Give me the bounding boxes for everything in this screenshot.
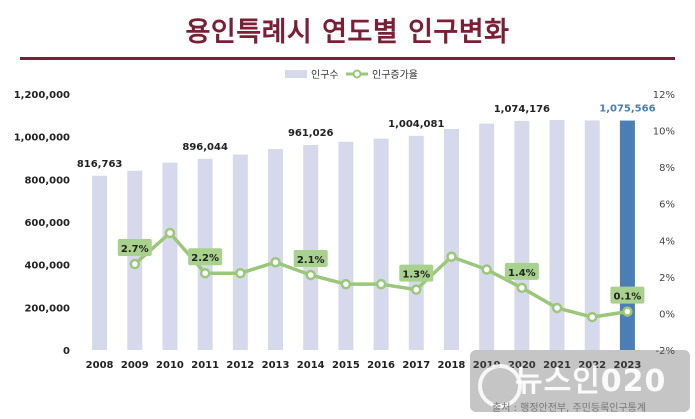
x-axis-tick-label: 2013 xyxy=(262,360,290,371)
rate-label: 2.7% xyxy=(121,244,149,255)
x-axis-tick-label: 2020 xyxy=(508,360,536,371)
legend-bar-swatch xyxy=(285,70,307,78)
line-point xyxy=(270,256,281,268)
line-point xyxy=(411,284,422,295)
line-point xyxy=(305,269,316,281)
x-axis-tick-label: 2015 xyxy=(332,360,360,371)
bar-value-label: 961,026 xyxy=(288,128,334,139)
bar xyxy=(92,175,108,350)
left-axis-tick-label: 600,000 xyxy=(24,218,70,229)
source-note: 출처 : 행정안전부, 주민등록인구통계 xyxy=(492,403,647,414)
title-underline xyxy=(20,57,675,60)
x-axis-tick-label: 2012 xyxy=(226,360,254,371)
x-axis-tick-label: 2022 xyxy=(578,360,606,371)
x-axis-tick-label: 2019 xyxy=(473,360,501,371)
bar xyxy=(268,149,284,350)
rate-label: 1.4% xyxy=(508,268,536,279)
rate-label-box xyxy=(610,286,645,304)
right-axis-tick-label: 8% xyxy=(659,163,675,174)
x-axis-tick-label: 2018 xyxy=(438,360,466,371)
bar xyxy=(373,138,389,350)
left-axis-tick-label: 0 xyxy=(63,346,70,357)
watermark-logo-text: 뉴스인020 xyxy=(515,364,667,399)
legend-line-label: 인구증가율 xyxy=(372,69,418,81)
legend-bar-label: 인구수 xyxy=(311,69,339,81)
left-axis-tick-label: 800,000 xyxy=(24,175,70,186)
rate-label-box xyxy=(293,250,328,268)
line-point xyxy=(586,311,598,323)
line-point xyxy=(375,278,387,290)
right-axis-tick-label: 4% xyxy=(659,236,675,247)
line-point xyxy=(446,251,457,262)
chart-title-wrap: 용인특례시 연도별 인구변화 xyxy=(0,10,695,52)
bar xyxy=(303,144,319,350)
rate-label: 1.3% xyxy=(402,270,430,281)
left-axis-tick-label: 200,000 xyxy=(24,303,70,314)
line-point xyxy=(235,267,246,279)
bar xyxy=(338,141,354,350)
line-point xyxy=(551,302,563,314)
left-axis-tick-label: 400,000 xyxy=(24,261,70,272)
bar xyxy=(549,120,565,350)
line-point xyxy=(516,282,528,294)
bar xyxy=(443,128,459,350)
bar-value-label: 1,074,176 xyxy=(494,104,550,115)
left-axis-tick-label: 1,200,000 xyxy=(14,90,70,101)
right-axis-tick-label: 10% xyxy=(653,127,675,138)
bar xyxy=(584,120,600,350)
bar xyxy=(408,135,424,350)
left-axis-tick-label: 1,000,000 xyxy=(14,133,70,144)
right-axis-tick-label: 12% xyxy=(653,90,675,101)
right-axis-tick-label: -2% xyxy=(656,346,675,357)
line-point xyxy=(164,227,176,239)
x-axis-tick-label: 2014 xyxy=(297,360,325,371)
line-point xyxy=(481,264,492,275)
rate-label-box xyxy=(399,264,434,282)
rate-label-box xyxy=(188,248,223,266)
x-axis-tick-label: 2010 xyxy=(156,360,184,371)
line-point xyxy=(129,258,141,270)
x-axis-tick-label: 2011 xyxy=(191,360,219,371)
line-point xyxy=(199,267,211,279)
bar-value-label: 1,075,566 xyxy=(599,104,655,115)
line-point xyxy=(622,306,633,317)
legend-line-marker xyxy=(352,69,362,79)
rate-label: 2.2% xyxy=(191,253,219,264)
bar-value-label: 1,004,081 xyxy=(388,119,444,130)
rate-label-box xyxy=(117,239,152,257)
bar xyxy=(162,162,178,350)
chart-title: 용인특례시 연도별 인구변화 xyxy=(185,17,510,48)
x-axis-tick-label: 2016 xyxy=(367,360,395,371)
x-axis-tick-label: 2023 xyxy=(613,360,641,371)
x-axis-tick-label: 2021 xyxy=(543,360,571,371)
line-point xyxy=(340,278,352,290)
right-axis-tick-label: 6% xyxy=(659,200,675,211)
bar xyxy=(479,123,495,350)
x-axis-tick-label: 2009 xyxy=(121,360,149,371)
x-axis-tick-label: 2017 xyxy=(402,360,430,371)
bar-value-label: 816,763 xyxy=(77,159,123,170)
rate-label: 2.1% xyxy=(297,255,325,266)
rate-label-box xyxy=(504,262,539,280)
right-axis-tick-label: 2% xyxy=(659,273,675,284)
x-axis-tick-label: 2008 xyxy=(86,360,114,371)
bar xyxy=(232,154,248,350)
bar-value-label: 896,044 xyxy=(182,142,228,153)
rate-label: 0.1% xyxy=(614,292,642,303)
bar xyxy=(514,120,530,350)
right-axis-tick-label: 0% xyxy=(659,309,675,320)
watermark-logo-icon xyxy=(478,364,522,408)
